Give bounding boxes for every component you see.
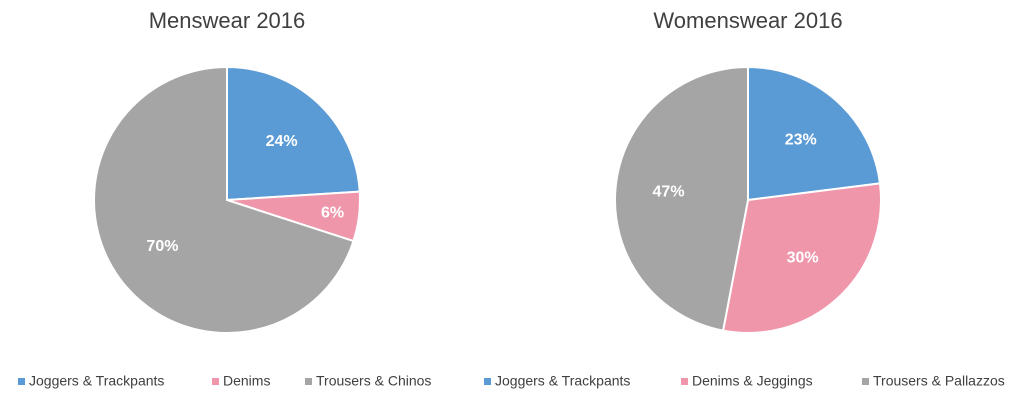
legend-marker [862,378,869,385]
legend-marker [681,378,688,385]
legend-label: Trousers & Chinos [316,373,431,389]
pie-slice [226,65,361,202]
data-label: 6% [321,205,344,222]
pie-slice [93,65,355,334]
pie-slice [747,65,882,202]
legend-label: Trousers & Pallazzos [873,373,1005,389]
chart-title: Womenswear 2016 [653,8,842,33]
data-label: 23% [785,131,817,148]
chart-title: Menswear 2016 [149,8,306,33]
legend-label: Denims [223,373,270,389]
legend-marker [305,378,312,385]
data-label: 30% [787,249,819,266]
data-label: 70% [146,238,178,255]
legend-marker [212,378,219,385]
legend-marker [18,378,25,385]
legend-label: Joggers & Trackpants [29,373,164,389]
data-label: 24% [266,133,298,150]
legend-label: Joggers & Trackpants [495,373,630,389]
pie-slice [614,65,749,332]
pie-slice [721,182,882,334]
legend-label: Denims & Jeggings [692,373,813,389]
data-label: 47% [653,184,685,201]
legend-marker [484,378,491,385]
